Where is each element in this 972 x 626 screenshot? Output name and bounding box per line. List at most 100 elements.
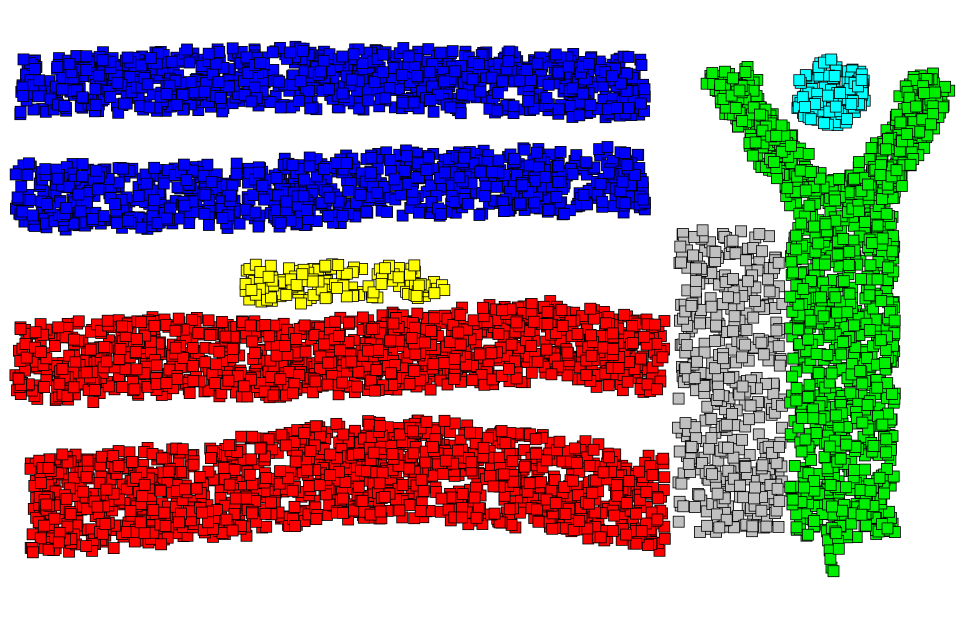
data-point (275, 466, 286, 477)
data-point (554, 436, 565, 447)
data-point (227, 525, 238, 536)
data-point (438, 358, 449, 369)
data-point (519, 461, 530, 472)
data-point (738, 492, 749, 503)
data-point (492, 88, 503, 99)
data-point (721, 419, 732, 430)
data-point (620, 198, 631, 209)
data-point (295, 298, 306, 309)
data-point (532, 58, 543, 69)
data-point (492, 181, 503, 192)
data-point (587, 487, 598, 498)
data-point (602, 142, 613, 153)
data-point (606, 71, 617, 82)
data-point (710, 335, 721, 346)
data-point (636, 526, 647, 537)
data-point (369, 77, 380, 88)
data-point (750, 482, 761, 493)
data-point (521, 65, 532, 76)
data-point (213, 77, 224, 88)
data-point (748, 312, 759, 323)
data-point (743, 414, 754, 425)
data-point (133, 190, 144, 201)
data-point (773, 341, 784, 352)
data-point (453, 327, 464, 338)
data-point (246, 454, 257, 465)
data-point (27, 547, 38, 558)
data-point (214, 46, 225, 57)
data-point (497, 76, 508, 87)
data-point (735, 480, 746, 491)
data-point (160, 520, 171, 531)
data-point (635, 98, 646, 109)
data-point (298, 191, 309, 202)
data-point (281, 196, 292, 207)
data-point (595, 179, 606, 190)
data-point (299, 174, 310, 185)
data-point (52, 61, 63, 72)
data-point (260, 319, 271, 330)
data-point (224, 479, 235, 490)
data-point (750, 296, 761, 307)
data-point (91, 165, 102, 176)
data-point (68, 334, 79, 345)
data-point (449, 373, 460, 384)
data-point (331, 282, 342, 293)
data-point (73, 316, 84, 327)
data-point (713, 390, 724, 401)
data-point (406, 333, 417, 344)
data-point (255, 443, 266, 454)
data-point (550, 498, 561, 509)
data-point (231, 158, 242, 169)
data-point (158, 178, 169, 189)
data-point (276, 429, 287, 440)
data-point (598, 467, 609, 478)
data-point (61, 203, 72, 214)
data-point (471, 512, 482, 523)
data-point (314, 480, 325, 491)
data-point (438, 469, 449, 480)
data-point (290, 521, 301, 532)
data-point (366, 167, 377, 178)
data-point (728, 326, 739, 337)
data-point (299, 320, 310, 331)
data-point (536, 477, 547, 488)
data-point (357, 495, 368, 506)
data-point (426, 325, 437, 336)
data-point (35, 533, 46, 544)
data-point (428, 106, 439, 117)
data-point (631, 538, 642, 549)
data-point (301, 204, 312, 215)
data-point (741, 255, 752, 266)
data-point (112, 77, 123, 88)
data-point (89, 385, 100, 396)
data-point (624, 476, 635, 487)
data-point (749, 493, 760, 504)
data-point (139, 479, 150, 490)
data-point (474, 59, 485, 70)
data-point (310, 421, 321, 432)
data-point (223, 375, 234, 386)
data-point (40, 164, 51, 175)
data-point (194, 471, 205, 482)
data-point (247, 336, 258, 347)
data-point (567, 169, 578, 180)
data-point (652, 384, 663, 395)
data-point (377, 67, 388, 78)
data-point (676, 257, 687, 268)
data-point (189, 87, 200, 98)
data-point (730, 248, 741, 259)
data-point (101, 356, 112, 367)
data-point (188, 375, 199, 386)
data-point (341, 158, 352, 169)
data-point (191, 483, 202, 494)
data-point (771, 325, 782, 336)
data-point (185, 77, 196, 88)
data-point (53, 322, 64, 333)
data-point (555, 146, 566, 157)
data-point (151, 360, 162, 371)
data-point (57, 84, 68, 95)
data-point (253, 221, 264, 232)
data-point (215, 92, 226, 103)
data-point (115, 344, 126, 355)
